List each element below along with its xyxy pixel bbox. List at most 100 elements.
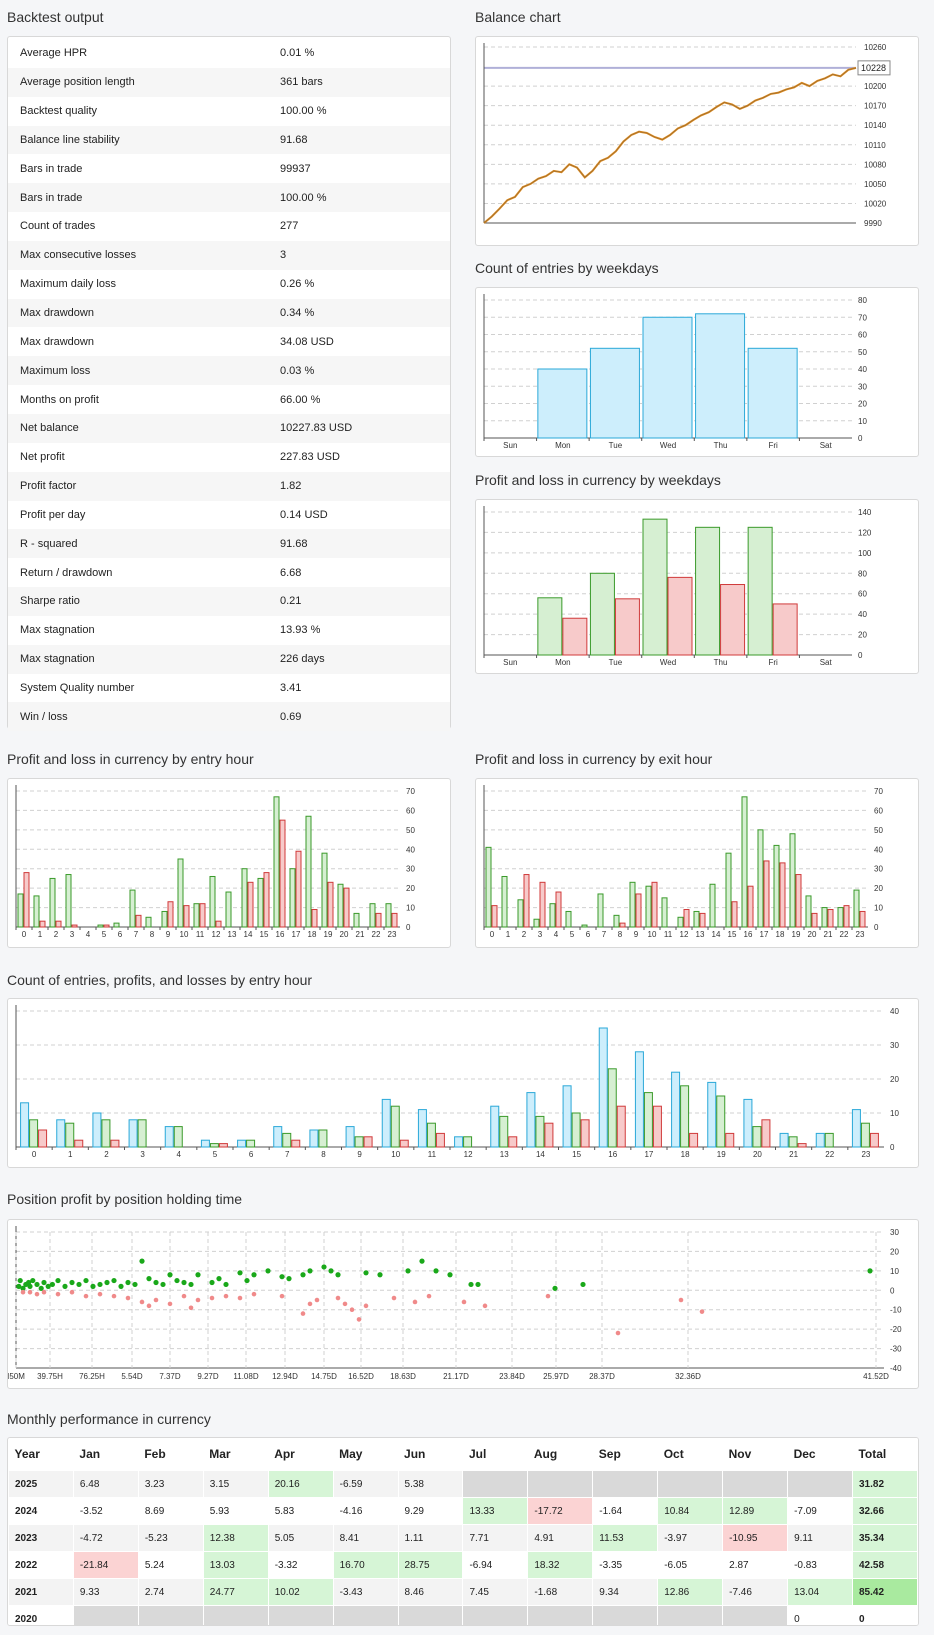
balance-line-shadow — [483, 67, 857, 224]
bar — [523, 874, 530, 928]
loss-point — [153, 1297, 159, 1303]
profit-point — [181, 1279, 187, 1286]
y-tick-label: -30 — [890, 1345, 902, 1354]
stat-value: 226 days — [268, 644, 450, 674]
y-tick-label: 20 — [406, 884, 415, 893]
stat-label: Months on profit — [20, 393, 99, 406]
stat-value: 66.00 % — [280, 393, 321, 406]
profit-point — [265, 1268, 271, 1274]
monthly-row: 2025 6.48 3.23 3.15 20.16 -6.59 5.38 31.82 — [8, 1470, 918, 1498]
bar — [853, 889, 860, 928]
bar — [824, 1132, 834, 1148]
bar — [634, 1051, 644, 1148]
loss-point — [27, 1289, 33, 1295]
current-label: 10228 — [861, 63, 886, 73]
year-cell: 2023 — [8, 1524, 74, 1552]
stat-value: 100.00 % — [280, 105, 327, 118]
x-tick-label: 0 — [32, 1150, 37, 1159]
bar — [17, 893, 24, 928]
profit-point — [300, 1272, 306, 1278]
profit-point — [125, 1279, 131, 1286]
bar — [215, 920, 222, 928]
bar — [110, 1139, 120, 1148]
loss-point — [335, 1295, 341, 1301]
month-cell: 7.45 — [462, 1578, 529, 1606]
y-tick-label: 10170 — [864, 102, 887, 111]
y-tick-label: 120 — [858, 528, 872, 537]
y-tick-label: 10050 — [864, 180, 887, 189]
x-tick-label: 15 — [572, 1150, 581, 1159]
stat-value: 0.01 % — [280, 47, 315, 60]
bar — [311, 909, 318, 928]
stat-row: Net profit 227.83 USD — [8, 443, 450, 472]
stat-label: Max drawdown — [8, 298, 268, 328]
stat-row: Profit per day 0.14 USD — [8, 501, 450, 530]
bar — [869, 1132, 879, 1148]
bar — [571, 1112, 581, 1148]
y-tick-label: 0 — [858, 651, 863, 660]
month-cell: -3.35 — [592, 1551, 659, 1579]
total-cell: 42.58 — [851, 1551, 918, 1579]
profit-point — [45, 1283, 51, 1289]
loss-point — [195, 1297, 201, 1303]
month-cell: 9.34 — [592, 1578, 659, 1606]
profit-point — [188, 1281, 194, 1288]
y-tick-label: 20 — [858, 631, 867, 640]
x-tick-label: 5 — [213, 1150, 218, 1159]
bar — [667, 576, 693, 656]
y-tick-label: 10020 — [864, 199, 887, 208]
profit-point — [139, 1258, 145, 1264]
bar — [289, 868, 296, 928]
stat-label: Max stagnation — [8, 644, 268, 674]
profit-point — [90, 1283, 96, 1289]
month-cell: 2.74 — [137, 1578, 204, 1606]
bar — [707, 1081, 717, 1148]
month-cell: -1.64 — [592, 1497, 659, 1525]
bar — [859, 910, 866, 928]
current-label-box — [857, 60, 891, 76]
x-tick-label: 21 — [824, 930, 833, 939]
profit-point — [377, 1272, 383, 1278]
x-tick-label: 19 — [717, 1150, 726, 1159]
bar — [589, 347, 640, 439]
bar — [135, 914, 142, 928]
month-cell: 10.84 — [657, 1497, 724, 1525]
x-tick-label: 6 — [249, 1150, 254, 1159]
x-tick-label: 15 — [728, 930, 737, 939]
bar — [279, 819, 286, 928]
bar — [55, 920, 62, 928]
month-cell: -4.16 — [332, 1497, 399, 1525]
bar — [435, 1132, 445, 1148]
stat-row: Average position length 361 bars — [8, 67, 450, 97]
stat-row: Months on profit 66.00 % — [8, 385, 450, 414]
loss-point — [391, 1295, 397, 1301]
holding-time-chart: -40 -30 -20 -10 0 10 20 30 I50M 39.75H 76.25H 5.54D… — [7, 1226, 902, 1381]
loss-point — [209, 1295, 215, 1301]
profit-point — [335, 1272, 341, 1278]
month-cell: -10.95 — [722, 1524, 789, 1552]
y-tick-label: 0 — [874, 923, 879, 932]
y-tick-label: 9990 — [864, 219, 882, 228]
y-tick-label: 70 — [874, 787, 883, 796]
x-tick-label: 8 — [150, 930, 155, 939]
profit-point — [552, 1285, 558, 1291]
bar — [39, 920, 46, 928]
stat-row: Max stagnation 13.93 % — [8, 616, 450, 645]
bar — [246, 1139, 256, 1148]
bar — [101, 1119, 111, 1148]
x-tick-label: 13 — [500, 1150, 509, 1159]
profit-point — [244, 1277, 250, 1284]
bar — [607, 1068, 617, 1148]
month-cell: 8.69 — [137, 1497, 204, 1525]
stat-value: 3.41 — [280, 681, 302, 694]
x-tick-label: 21 — [356, 930, 365, 939]
x-tick-label: 28.37D — [589, 1372, 615, 1381]
month-cell: 13.04 — [787, 1578, 853, 1606]
bar — [426, 1122, 436, 1148]
month-cell: 20.16 — [267, 1470, 334, 1498]
x-tick-label: 2 — [522, 930, 527, 939]
month-cell: 18.32 — [527, 1551, 594, 1579]
bar — [795, 874, 802, 928]
x-tick-label: 12 — [680, 930, 689, 939]
bar — [20, 1102, 30, 1148]
